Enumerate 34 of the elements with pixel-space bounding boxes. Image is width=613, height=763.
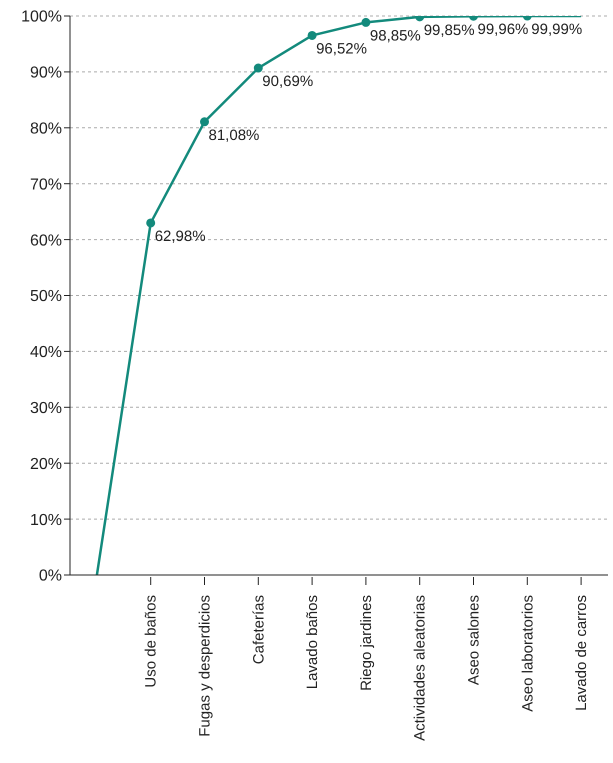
data-label: 99,99% <box>531 21 582 38</box>
data-label: 99,85% <box>424 22 475 39</box>
y-tick-label: 70% <box>30 176 62 194</box>
point <box>254 64 263 73</box>
data-label: 96,52% <box>316 40 367 58</box>
x-tick-label: Uso de baños <box>142 595 160 688</box>
x-tick-label: Riego jardines <box>358 595 375 691</box>
y-tick-label: 90% <box>30 64 62 82</box>
point <box>200 117 209 126</box>
x-tick-label: Lavado de carros <box>573 595 590 711</box>
point <box>308 30 317 40</box>
data-label: 81,08% <box>208 126 260 144</box>
x-tick-label: Fugas y desperdicios <box>196 595 214 737</box>
y-tick-label: 20% <box>30 456 62 473</box>
y-tick-label: 10% <box>30 512 62 529</box>
y-tick-label: 0% <box>38 568 62 585</box>
data-label: 62,98% <box>154 228 206 245</box>
x-tick-label: Aseo laboratorios <box>519 595 536 712</box>
y-tick-label: 50% <box>30 288 62 306</box>
x-tick-label: Aseo salones <box>466 595 482 686</box>
y-tick-label: 30% <box>30 400 62 417</box>
y-tick-label: 100% <box>21 8 62 26</box>
y-tick-label: 80% <box>30 120 62 138</box>
x-tick-label: Cafeterías <box>250 595 268 664</box>
x-tick-label: Actividades aleatorias <box>412 595 429 741</box>
y-tick-label: 60% <box>30 232 62 250</box>
data-label: 90,69% <box>262 73 314 90</box>
point <box>146 218 156 228</box>
point <box>361 18 370 27</box>
y-tick-label: 40% <box>30 344 62 362</box>
line-series <box>96 16 582 575</box>
data-label: 99,96% <box>478 21 528 38</box>
x-tick-label: Lavado baños <box>304 595 322 690</box>
data-label: 98,85% <box>370 27 421 44</box>
